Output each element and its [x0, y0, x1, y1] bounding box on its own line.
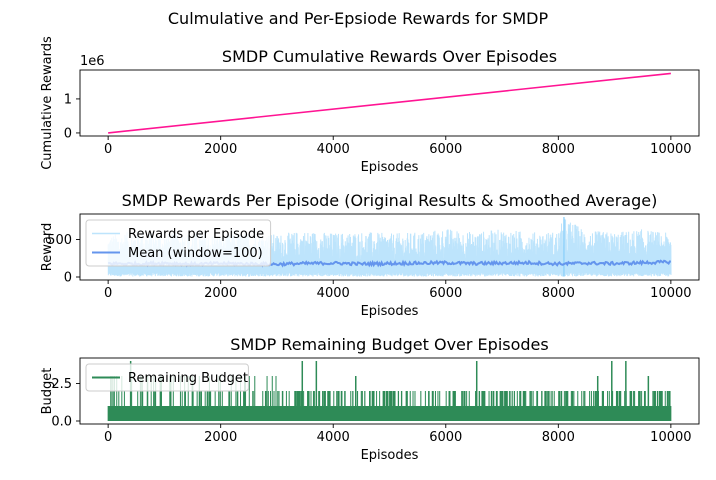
plot-area	[107, 361, 672, 421]
y-tick-label: 0	[64, 126, 72, 141]
x-tick-label: 0	[104, 286, 112, 301]
series-budget-minor-spikes	[112, 376, 671, 406]
y-tick-label: 500	[47, 233, 72, 248]
x-tick-label: 0	[104, 430, 112, 445]
x-axis-label: Episodes	[361, 448, 419, 463]
legend-box	[85, 363, 249, 392]
x-tick-label: 2000	[204, 430, 237, 445]
series-rewards-per-episode-line	[107, 218, 672, 277]
chart-1: SMDP Cumulative Rewards Over Episodes 0 20…	[40, 36, 700, 175]
y-offset-text: 1e6	[80, 54, 105, 69]
series-cumulative-line	[108, 72, 671, 134]
x-tick-label: 10000	[650, 142, 691, 157]
legend-label: Mean (window=100)	[128, 246, 263, 261]
y-axis-label: Reward	[40, 223, 55, 271]
charts: SMDP Cumulative Rewards Over Episodes 0 20…	[40, 36, 700, 463]
legend: Remaining Budget	[85, 363, 249, 392]
axes-frame	[79, 213, 700, 281]
legend-box	[85, 219, 272, 267]
axes-frame	[79, 69, 700, 137]
axes-frame	[79, 357, 700, 425]
chart-title: SMDP Rewards Per Episode (Original Resul…	[122, 191, 658, 210]
x-tick-label: 6000	[429, 430, 462, 445]
series-budget-base-line	[107, 406, 672, 421]
y-tick-label: 0.0	[51, 415, 72, 430]
x-tick-label: 2000	[204, 142, 237, 157]
x-tick-label: 2000	[204, 286, 237, 301]
x-tick-label: 10000	[650, 286, 691, 301]
x-axis-label: Episodes	[361, 160, 419, 175]
chart-3: SMDP Remaining Budget Over Episodes 0 2000…	[40, 335, 700, 463]
chart-title: SMDP Cumulative Rewards Over Episodes	[222, 47, 557, 66]
chart-title: SMDP Remaining Budget Over Episodes	[230, 335, 548, 354]
x-axis-label: Episodes	[361, 304, 419, 319]
y-tick-label: 2.5	[51, 377, 72, 392]
y-tick-label: 1	[64, 92, 72, 107]
x-tick-label: 8000	[542, 286, 575, 301]
x-tick-label: 6000	[429, 286, 462, 301]
y-axis-label: Budget	[40, 368, 55, 415]
x-tick-label: 8000	[542, 430, 575, 445]
chart-2: SMDP Rewards Per Episode (Original Resul…	[40, 191, 700, 319]
x-tick-label: 6000	[429, 142, 462, 157]
y-tick-label: 0	[64, 271, 72, 286]
figure-suptitle: Culmulative and Per-Epsiode Rewards for …	[168, 9, 549, 28]
x-tick-label: 8000	[542, 142, 575, 157]
legend-label: Remaining Budget	[128, 371, 248, 386]
y-axis-label: Cumulative Rewards	[40, 36, 55, 170]
x-tick-label: 4000	[317, 430, 350, 445]
x-tick-label: 10000	[650, 430, 691, 445]
x-tick-label: 4000	[317, 142, 350, 157]
x-tick-label: 0	[104, 142, 112, 157]
x-tick-label: 4000	[317, 286, 350, 301]
legend: Rewards per Episode Mean (window=100)	[85, 219, 272, 267]
plot-area	[108, 72, 671, 134]
legend-label: Rewards per Episode	[128, 227, 264, 242]
